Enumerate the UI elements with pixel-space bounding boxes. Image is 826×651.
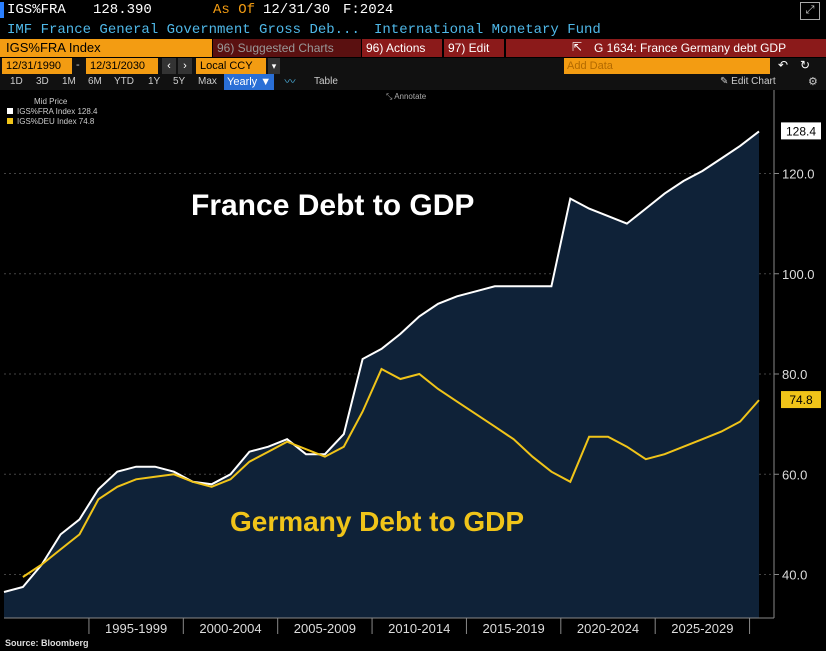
add-data-input[interactable]: Add Data [564,58,770,74]
line-chart-icon[interactable]: 〰 [284,76,296,88]
actions-button[interactable]: 96) Actions [362,39,442,57]
currency-select[interactable]: Local CCY [196,58,266,74]
frequency-label: F:2024 [343,2,394,18]
date-separator: - [76,59,80,71]
france-area-fill [4,131,759,618]
y-tick-label: 100.0 [782,267,815,282]
x-tick-label: 2020-2024 [577,621,639,636]
x-axis: 1995-1999 2000-2004 2005-2009 2010-2014 2015… [4,617,774,636]
timeframe-1y[interactable]: 1Y [148,76,161,87]
y-axis: 40.0 60.0 80.0 100.0 120.0 [773,90,815,618]
export-icon[interactable]: ⇱ [572,40,583,54]
start-date-input[interactable]: 12/31/1990 [2,58,72,74]
chart-title-germany: Germany Debt to GDP [230,506,524,537]
legend-heading: Mid Price [34,97,68,106]
debt-chart: 1995-1999 2000-2004 2005-2009 2010-2014 2015… [0,90,826,651]
currency-dropdown-icon[interactable]: ▾ [268,58,280,74]
index-name-field[interactable]: IGS%FRA Index [0,39,212,57]
france-series-line [3,130,760,593]
command-bar: IGS%FRA Index 96) Suggested Charts 96) A… [0,39,826,57]
legend-swatch-france [7,108,13,114]
y-tick-label: 80.0 [782,367,807,382]
x-tick-label: 2015-2019 [483,621,545,636]
prev-period-icon[interactable]: ‹ [162,58,176,74]
chart-title-france: France Debt to GDP [191,189,474,222]
security-description: IMF France General Government Gross Deb.… [7,22,360,38]
last-value-germany: 74.8 [789,393,813,407]
legend-item-germany: IGS%DEU Index 74.8 [17,117,95,126]
source-footer: Source: Bloomberg [5,638,89,648]
timeframe-ytd[interactable]: YTD [114,76,134,87]
last-value-france: 128.4 [786,124,816,138]
y-tick-label: 60.0 [782,467,807,482]
settings-gear-icon[interactable]: ⚙ [808,76,818,88]
annotate-button[interactable]: ⤡ Annotate [386,92,427,101]
period-select[interactable]: Yearly ▼ [224,74,275,90]
ticker-price: 128.390 [93,2,152,18]
x-tick-label: 2000-2004 [199,621,261,636]
annotate-label: Annotate [394,92,427,101]
x-tick-label: 1995-1999 [105,621,167,636]
expand-icon[interactable]: ⤢ [800,2,820,20]
description-bar: IMF France General Government Gross Deb.… [0,20,826,39]
timeframe-toolbar: 1D 3D 1M 6M YTD 1Y 5Y Max Yearly ▼ 〰 Tab… [0,74,826,90]
asof-date[interactable]: 12/31/30 [263,2,331,18]
x-tick-label: 2010-2014 [388,621,450,636]
refresh-icon[interactable]: ↻ [800,58,811,72]
timeframe-1d[interactable]: 1D [10,76,23,87]
date-toolbar: 12/31/1990 - 12/31/2030 ‹ › Local CCY ▾ … [0,58,826,74]
ticker-marker [0,2,4,18]
last-value-label-france: 128.4 [781,122,821,140]
legend-swatch-germany [7,118,13,124]
x-tick-label: 2025-2029 [671,621,733,636]
edit-chart-label: Edit Chart [731,76,776,87]
edit-chart-button[interactable]: ✎ Edit Chart [720,74,776,90]
suggested-charts-button[interactable]: 96) Suggested Charts [213,39,361,57]
x-tick-label: 2005-2009 [294,621,356,636]
pencil-icon: ✎ [720,76,732,87]
source-organization: International Monetary Fund [374,22,601,38]
y-tick-label: 40.0 [782,568,807,583]
edit-button[interactable]: 97) Edit [444,39,504,57]
undo-icon[interactable]: ↶ [778,58,789,72]
title-bar-filler [506,39,826,57]
ticker-symbol[interactable]: IGS%FRA [7,2,66,18]
timeframe-5y[interactable]: 5Y [173,76,186,87]
timeframe-max[interactable]: Max [198,76,217,87]
asof-label: As Of [213,2,256,18]
timeframe-1m[interactable]: 1M [62,76,76,87]
timeframe-6m[interactable]: 6M [88,76,102,87]
table-button[interactable]: Table [314,76,338,87]
chart-title-label: G 1634: France Germany debt GDP [594,41,787,55]
ticker-bar: IGS%FRA 128.390 As Of 12/31/30 F:2024 ⤢ [0,0,826,20]
end-date-input[interactable]: 12/31/2030 [86,58,158,74]
next-period-icon[interactable]: › [178,58,192,74]
germany-series-line [22,367,760,578]
y-tick-label: 120.0 [782,167,815,182]
timeframe-3d[interactable]: 3D [36,76,49,87]
last-value-label-germany: 74.8 [781,391,821,409]
legend-item-france: IGS%FRA Index 128.4 [17,107,98,116]
